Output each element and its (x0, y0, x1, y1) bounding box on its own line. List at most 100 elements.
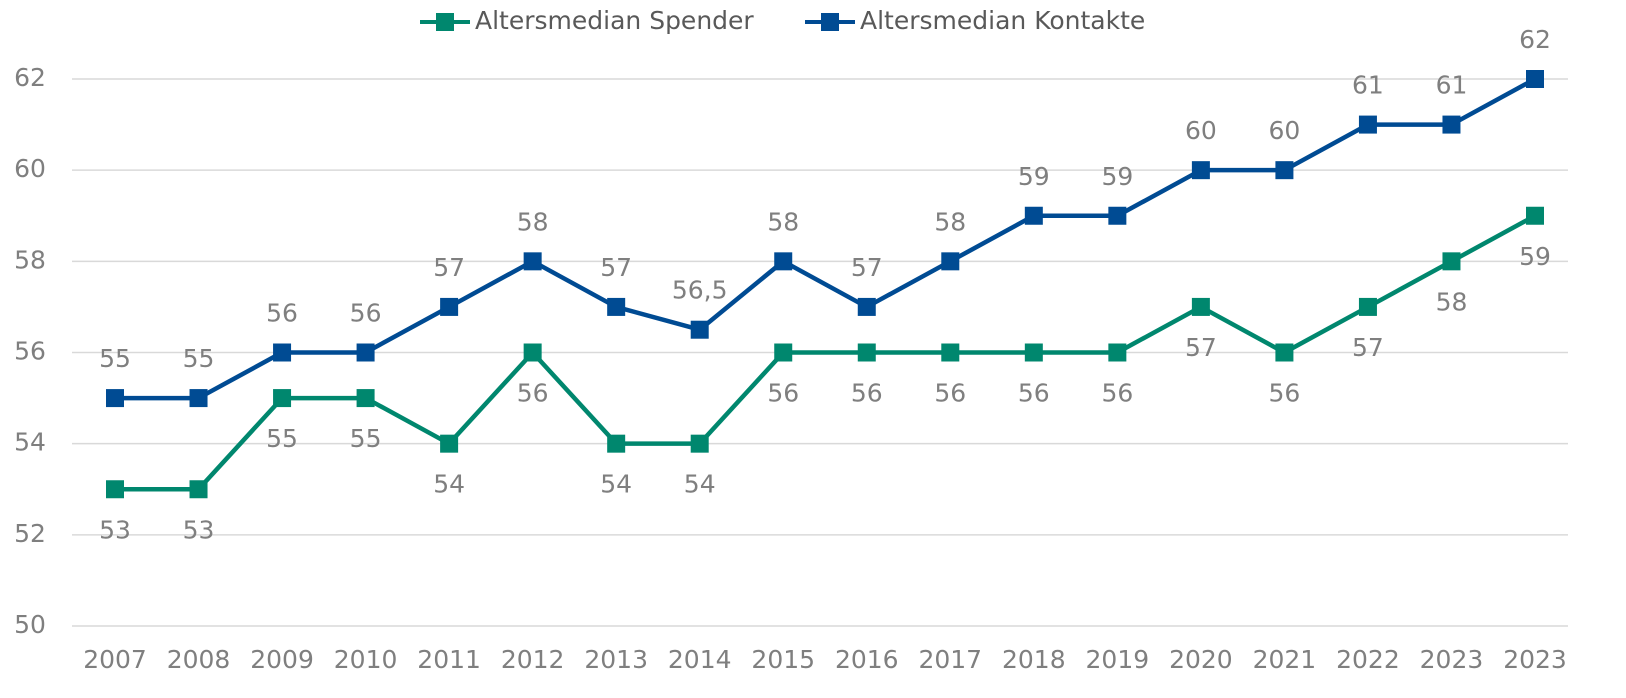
data-label: 56 (1101, 379, 1133, 408)
data-label: 62 (1519, 25, 1551, 54)
x-tick-label: 2016 (835, 645, 899, 674)
point-marker (1108, 343, 1127, 362)
x-tick-label: 2014 (668, 645, 732, 674)
point-marker (607, 434, 626, 453)
y-tick-label: 52 (14, 519, 46, 548)
x-tick-label: 2017 (918, 645, 982, 674)
x-tick-label: 2007 (83, 645, 147, 674)
data-label: 55 (266, 424, 298, 453)
data-label: 61 (1352, 71, 1384, 100)
x-tick-label: 2008 (167, 645, 231, 674)
point-marker (1024, 343, 1043, 362)
y-tick-label: 54 (14, 428, 46, 457)
data-label: 56 (851, 379, 883, 408)
x-tick-label: 2020 (1169, 645, 1233, 674)
y-tick-label: 60 (14, 154, 46, 183)
y-tick-label: 56 (14, 337, 46, 366)
data-label: 57 (433, 253, 465, 282)
point-marker (523, 343, 542, 362)
point-marker (941, 343, 960, 362)
legend-label: Altersmedian Spender (475, 6, 754, 35)
legend-marker (821, 13, 839, 31)
point-marker (440, 297, 459, 316)
point-marker (273, 343, 292, 362)
x-tick-label: 2010 (334, 645, 398, 674)
point-marker (106, 389, 124, 408)
data-label: 56,5 (672, 276, 728, 305)
data-label: 54 (600, 470, 632, 499)
x-tick-label: 2011 (417, 645, 481, 674)
x-tick-label: 2022 (1336, 645, 1400, 674)
y-tick-label: 50 (14, 610, 46, 639)
data-label: 59 (1101, 162, 1133, 191)
point-marker (523, 252, 542, 271)
point-marker (1358, 297, 1377, 316)
data-label: 57 (1352, 333, 1384, 362)
x-tick-label: 2023 (1503, 645, 1567, 674)
x-tick-label: 2019 (1086, 645, 1150, 674)
data-label: 56 (934, 379, 966, 408)
point-marker (774, 343, 793, 362)
point-marker (774, 252, 793, 271)
data-label: 56 (1269, 379, 1301, 408)
x-tick-label: 2012 (501, 645, 565, 674)
data-label: 58 (1436, 287, 1468, 316)
x-tick-label: 2021 (1253, 645, 1317, 674)
x-tick-label: 2015 (751, 645, 815, 674)
point-marker (1526, 206, 1544, 225)
data-label: 56 (1018, 379, 1050, 408)
point-marker (1526, 70, 1544, 88)
data-label: 56 (517, 379, 549, 408)
point-marker (1191, 161, 1210, 180)
series-line (115, 77, 1537, 401)
data-label: 57 (1185, 333, 1217, 362)
point-marker (1024, 206, 1043, 225)
y-tick-label: 58 (14, 245, 46, 274)
data-label: 58 (934, 207, 966, 236)
data-label: 58 (517, 207, 549, 236)
point-marker (356, 343, 375, 362)
data-label: 59 (1018, 162, 1050, 191)
data-label: 57 (600, 253, 632, 282)
point-marker (356, 389, 375, 408)
point-marker (857, 343, 876, 362)
data-label: 55 (99, 344, 131, 373)
point-marker (1108, 206, 1127, 225)
x-tick-label: 2018 (1002, 645, 1066, 674)
data-label: 57 (851, 253, 883, 282)
x-tick-label: 2013 (584, 645, 648, 674)
point-marker (189, 389, 208, 408)
data-label: 55 (183, 344, 215, 373)
point-marker (690, 320, 709, 339)
data-label: 61 (1436, 71, 1468, 100)
point-marker (690, 434, 709, 453)
data-label: 59 (1519, 242, 1551, 271)
data-label: 56 (350, 299, 382, 328)
data-label: 58 (767, 207, 799, 236)
legend-label: Altersmedian Kontakte (860, 6, 1145, 35)
data-label: 55 (350, 424, 382, 453)
point-marker (1191, 297, 1210, 316)
point-marker (1442, 252, 1461, 271)
x-tick-label: 2023 (1420, 645, 1484, 674)
y-tick-label: 62 (14, 63, 46, 92)
point-marker (857, 297, 876, 316)
point-marker (1275, 161, 1294, 180)
point-marker (189, 480, 208, 499)
legend-marker (436, 13, 454, 31)
point-marker (607, 297, 626, 316)
series-line (115, 213, 1537, 492)
data-label: 54 (433, 470, 465, 499)
data-label: 56 (266, 299, 298, 328)
point-marker (941, 252, 960, 271)
point-marker (1358, 115, 1377, 134)
x-tick-label: 2009 (250, 645, 314, 674)
data-label: 54 (684, 470, 716, 499)
data-label: 60 (1269, 116, 1301, 145)
point-marker (1275, 343, 1294, 362)
legend: Altersmedian Spender Altersmedian Kontakt… (420, 6, 1145, 35)
data-label: 56 (767, 379, 799, 408)
point-marker (106, 480, 124, 499)
point-marker (273, 389, 292, 408)
